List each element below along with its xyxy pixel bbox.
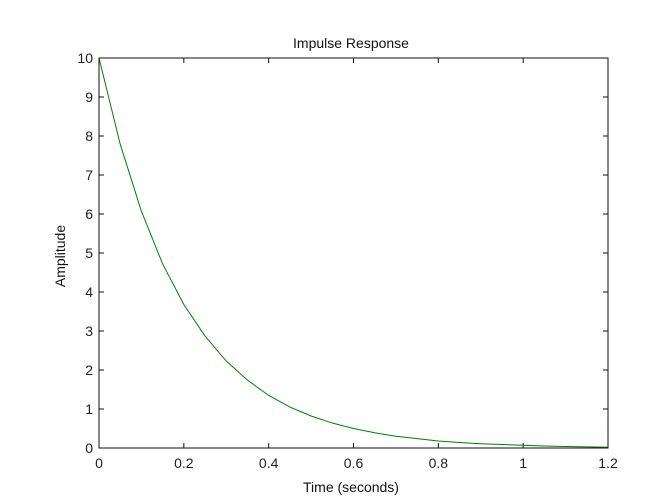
- y-axis-label: Amplitude: [52, 225, 68, 287]
- y-tick-label: 5: [85, 245, 93, 261]
- x-axis-label: Time (seconds): [303, 479, 399, 495]
- x-tick-label: 0.8: [429, 455, 449, 471]
- plot-area-background: [99, 58, 608, 448]
- y-tick-label: 2: [85, 362, 93, 378]
- y-tick-label: 1: [85, 401, 93, 417]
- y-tick-label: 3: [85, 323, 93, 339]
- x-tick-label: 0.6: [344, 455, 364, 471]
- x-tick-label: 0: [95, 455, 103, 471]
- x-tick-label: 1.2: [598, 455, 618, 471]
- ticks-layer: 0 0.2 0.4 0.6 0.8 1 1.2 0 1 2 3 4 5 6 7 8 9 10: [77, 50, 618, 471]
- series-line: [98, 57, 609, 448]
- y-tick-label: 7: [85, 167, 93, 183]
- series-layer: [98, 57, 609, 448]
- y-tick-label: 0: [85, 440, 93, 456]
- chart-title: Impulse Response: [293, 35, 409, 51]
- x-tick-label: 1: [519, 455, 527, 471]
- y-tick-label: 6: [85, 206, 93, 222]
- plot-area-frame: [98, 57, 609, 449]
- y-tick-label: 4: [85, 284, 93, 300]
- y-tick-label: 9: [85, 89, 93, 105]
- y-tick-label: 8: [85, 128, 93, 144]
- y-tick-label: 10: [77, 50, 93, 66]
- x-tick-label: 0.4: [259, 455, 279, 471]
- x-tick-label: 0.2: [174, 455, 194, 471]
